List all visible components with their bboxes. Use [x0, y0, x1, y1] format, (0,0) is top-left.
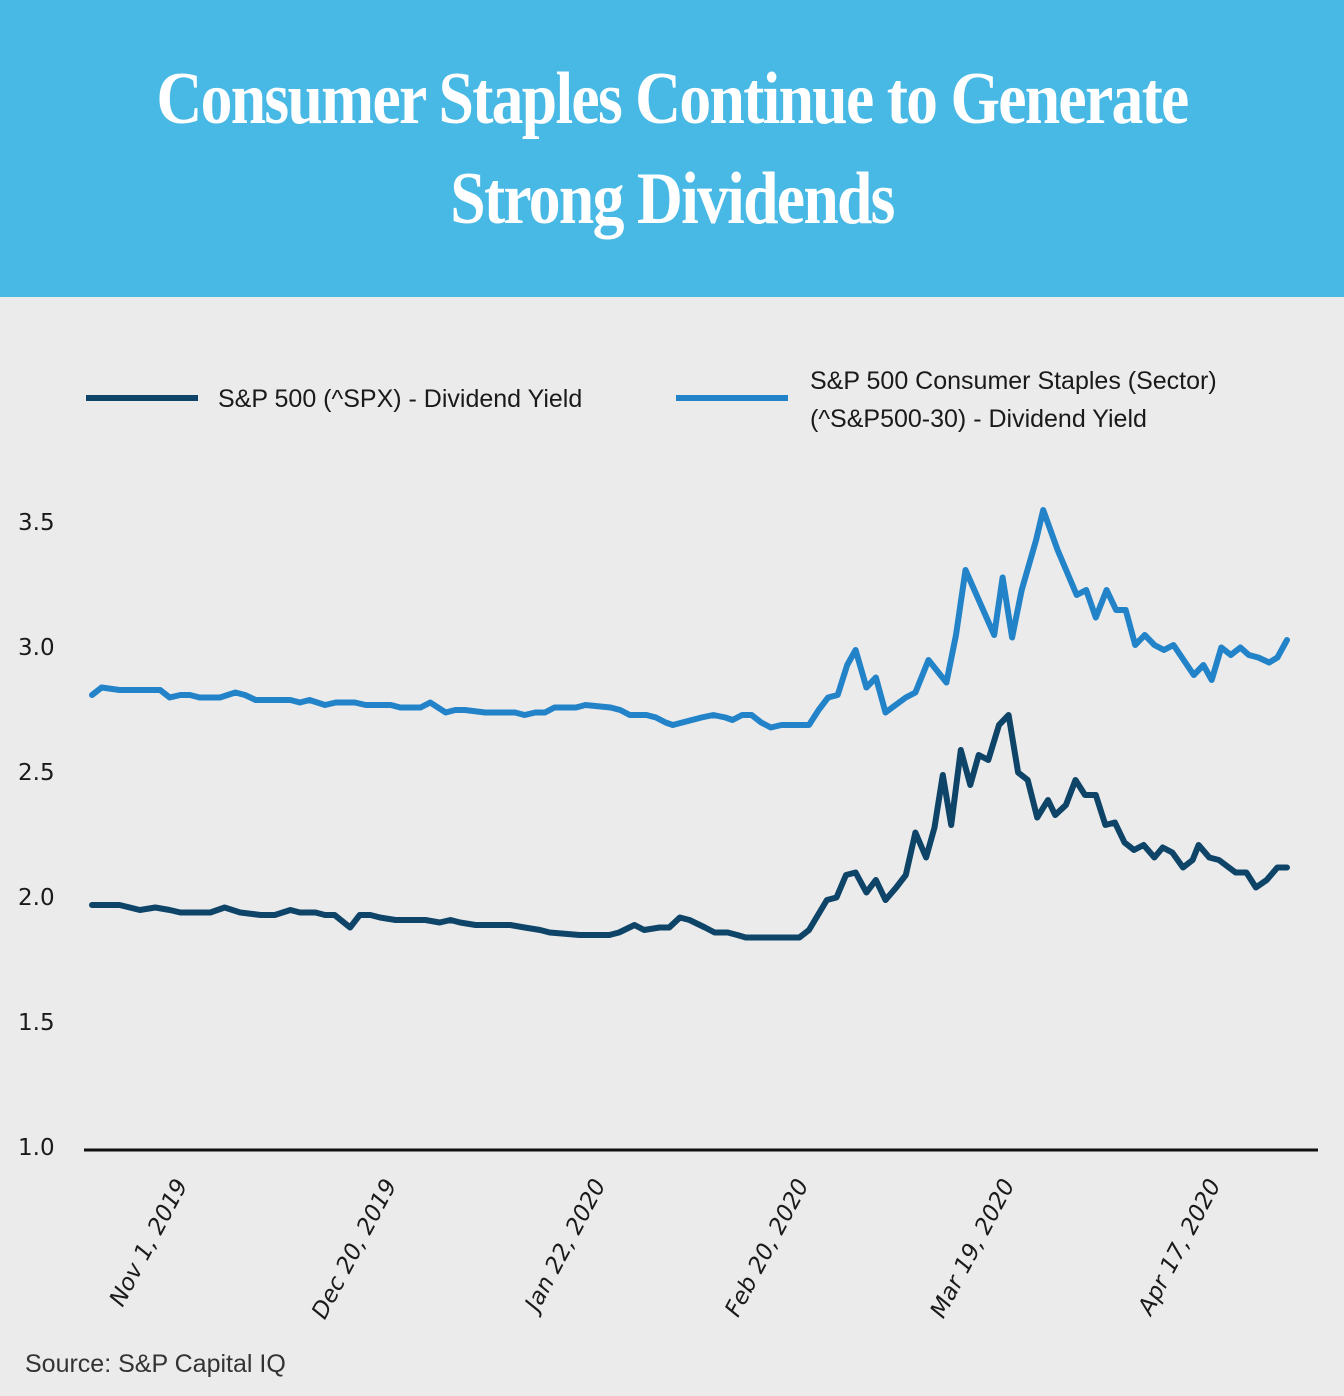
chart-title: Consumer Staples Continue to Generate St…: [156, 57, 1189, 240]
y-tick-label: 3.5: [18, 510, 55, 536]
legend-label-staples-line2: (^S&P500-30) - Dividend Yield: [810, 405, 1147, 433]
legend-label-staples-line1: S&P 500 Consumer Staples (Sector): [810, 367, 1217, 395]
y-tick-label: 2.5: [18, 760, 55, 786]
legend-swatch-staples: [676, 395, 788, 401]
legend-swatch-spx: [86, 395, 198, 401]
legend-label-spx: S&P 500 (^SPX) - Dividend Yield: [218, 385, 583, 413]
y-tick-label: 3.0: [18, 635, 55, 661]
source-note: Source: S&P Capital IQ: [25, 1350, 286, 1378]
y-tick-label: 1.5: [18, 1010, 55, 1036]
series-line-staples: [89, 507, 1290, 731]
title-banner: Consumer Staples Continue to Generate St…: [0, 0, 1344, 297]
series-line-spx: [89, 712, 1290, 941]
y-tick-label: 2.0: [18, 885, 55, 911]
y-tick-label: 1.0: [18, 1135, 55, 1161]
